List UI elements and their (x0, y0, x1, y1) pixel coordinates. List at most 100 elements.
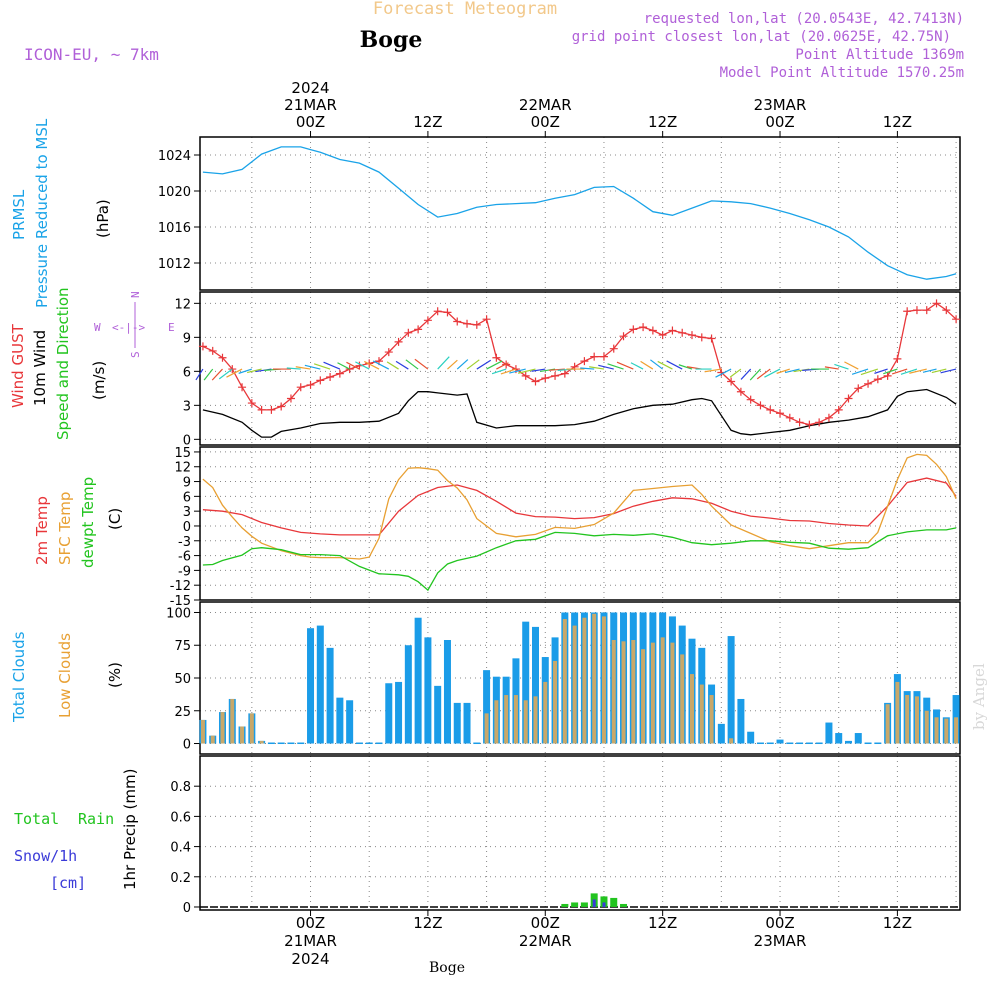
y-tick-label: 0.6 (170, 810, 191, 825)
total-cloud-bar (531, 626, 539, 744)
total-cloud-bar (844, 740, 852, 744)
gust-point (639, 323, 648, 332)
total-cloud-bar (835, 733, 843, 744)
gust-point (247, 399, 256, 408)
wind-direction-arrow (456, 359, 469, 370)
watermark: by Angel (970, 663, 988, 730)
gust-point (785, 413, 794, 422)
panel-wind: 0 3 6 9 12 (174, 291, 961, 448)
low-cloud-bar (914, 696, 919, 744)
low-cloud-bar (513, 695, 518, 744)
gust-point (805, 420, 814, 429)
wind-direction-arrow (860, 368, 879, 376)
total-cloud-bar (805, 742, 813, 745)
total-cloud-bar (737, 698, 745, 744)
snow-bar (592, 899, 596, 907)
y-tick-label: 25 (174, 705, 191, 720)
panel-pressure: 1012 1016 1020 1024 (158, 136, 961, 291)
gust-point (208, 346, 217, 355)
gust-point (932, 299, 941, 308)
wind-direction-arrow (218, 368, 233, 380)
gust-point (218, 353, 227, 362)
total-cloud-bar (776, 739, 784, 744)
y-tick-label: 1012 (158, 257, 191, 272)
temp2m-line (202, 477, 957, 536)
wind-direction-arrow (286, 367, 301, 370)
total-cloud-bar (854, 733, 862, 744)
total-rain-label: Total (14, 810, 59, 828)
gust-label: Wind GUST (9, 323, 27, 408)
total-cloud-bar (385, 683, 393, 744)
wind-direction-arrow (246, 368, 262, 374)
total-cloud-bar (424, 637, 432, 744)
cloud-labels: Total Clouds Low Clouds (%) (10, 631, 124, 723)
panel-frame (199, 446, 961, 601)
low-cloud-bar (543, 681, 548, 744)
snow-label: Snow/1h (14, 847, 77, 865)
gust-point (521, 371, 530, 380)
wind-direction-arrow (630, 362, 644, 370)
gust-point (394, 337, 403, 346)
total-cloud-bar (307, 628, 315, 744)
wind-direction-arrow (704, 368, 722, 373)
low-cloud-bar (699, 684, 704, 744)
gust-point (727, 377, 736, 386)
gust-point (286, 394, 295, 403)
wind-direction-arrow (509, 368, 526, 374)
panel-frame (199, 136, 961, 291)
compass-north: N (129, 291, 142, 298)
total-cloud-bar (766, 742, 774, 745)
wind-direction-arrow (226, 368, 243, 378)
precip-labels: Total Rain Snow/1h [cm] 1hr Precip (mm) (14, 769, 139, 892)
y-tick-label: 0 (183, 433, 191, 448)
gust-point (463, 319, 472, 328)
gust-point (678, 328, 687, 337)
wind10m-label: 10m Wind (31, 330, 49, 406)
low-cloud-bar (592, 613, 597, 744)
wind-direction-arrow (740, 368, 752, 380)
wind-direction-arrow (824, 366, 839, 370)
y-tick-label: -6 (178, 550, 191, 565)
wind-direction-arrow (496, 362, 509, 370)
wind-direction-arrow (548, 368, 565, 371)
wind-direction-arrow (756, 368, 771, 380)
wind-direction-arrow (749, 368, 761, 381)
y-tick-label: 1016 (158, 221, 191, 236)
gust-point (922, 306, 931, 315)
gust-point (599, 352, 608, 361)
requested-coords: requested lon,lat (20.0543E, 42.7413N) (644, 11, 964, 27)
wind-direction-arrow (764, 368, 781, 378)
gust-point (912, 306, 921, 315)
y-tick-label: -3 (178, 535, 191, 550)
snow-unit: [cm] (50, 874, 86, 892)
low-cloud-bar (680, 654, 685, 744)
low-cloud-bar (689, 674, 694, 744)
wind-direction-arrow (414, 358, 429, 370)
wind-speed-line (202, 388, 957, 438)
wind-direction-arrow (486, 360, 503, 370)
total-cloud-bar (522, 621, 530, 744)
gust-point (326, 373, 335, 381)
model-altitude: Model Point Altitude 1570.25m (720, 65, 964, 81)
gust-point (707, 334, 716, 343)
y-tick-label: 9 (183, 331, 191, 346)
low-cloud-bar (220, 712, 225, 744)
wind-unit: (m/s) (90, 361, 108, 400)
total-cloud-bar (355, 742, 363, 745)
total-cloud-bar (443, 640, 451, 744)
total-cloud-bar (395, 681, 403, 744)
gust-point (736, 387, 745, 396)
gust-point (296, 383, 305, 392)
wind-direction-arrow (834, 363, 849, 370)
low-cloud-bar (553, 660, 558, 744)
time-axis-label: 21MAR (284, 932, 337, 950)
gust-point (433, 307, 442, 316)
gust-point (609, 344, 618, 353)
low-clouds-label: Low Clouds (56, 633, 74, 718)
time-axis-label: 23MAR (754, 96, 807, 114)
total-cloud-bar (267, 742, 275, 745)
total-cloud-bar (414, 617, 422, 744)
sfc-temp-line (202, 453, 957, 560)
gust-point (414, 325, 423, 334)
